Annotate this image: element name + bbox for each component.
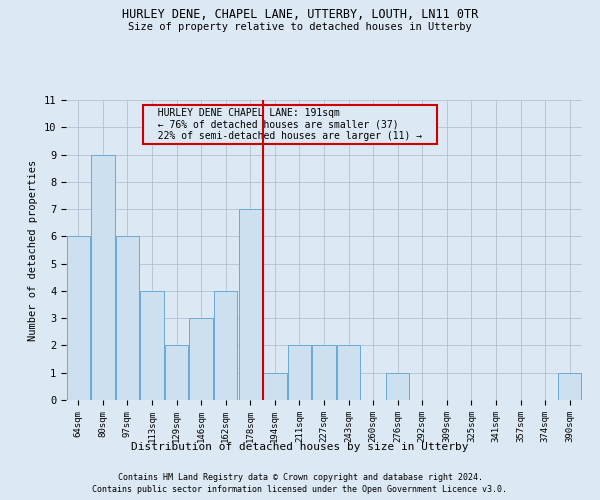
Text: Contains public sector information licensed under the Open Government Licence v3: Contains public sector information licen… bbox=[92, 485, 508, 494]
Bar bbox=[558, 372, 581, 400]
Bar bbox=[165, 346, 188, 400]
Bar bbox=[190, 318, 213, 400]
Bar bbox=[67, 236, 90, 400]
Bar bbox=[386, 372, 409, 400]
Bar bbox=[91, 154, 115, 400]
Bar bbox=[239, 209, 262, 400]
Text: HURLEY DENE CHAPEL LANE: 191sqm  
  ← 76% of detached houses are smaller (37)  
: HURLEY DENE CHAPEL LANE: 191sqm ← 76% of… bbox=[146, 108, 434, 140]
Bar bbox=[337, 346, 360, 400]
Text: Contains HM Land Registry data © Crown copyright and database right 2024.: Contains HM Land Registry data © Crown c… bbox=[118, 472, 482, 482]
Bar bbox=[140, 291, 164, 400]
Bar bbox=[263, 372, 287, 400]
Bar bbox=[313, 346, 335, 400]
Text: Distribution of detached houses by size in Utterby: Distribution of detached houses by size … bbox=[131, 442, 469, 452]
Text: Size of property relative to detached houses in Utterby: Size of property relative to detached ho… bbox=[128, 22, 472, 32]
Text: HURLEY DENE, CHAPEL LANE, UTTERBY, LOUTH, LN11 0TR: HURLEY DENE, CHAPEL LANE, UTTERBY, LOUTH… bbox=[122, 8, 478, 20]
Bar bbox=[288, 346, 311, 400]
Bar bbox=[116, 236, 139, 400]
Bar bbox=[214, 291, 238, 400]
Y-axis label: Number of detached properties: Number of detached properties bbox=[28, 160, 38, 340]
